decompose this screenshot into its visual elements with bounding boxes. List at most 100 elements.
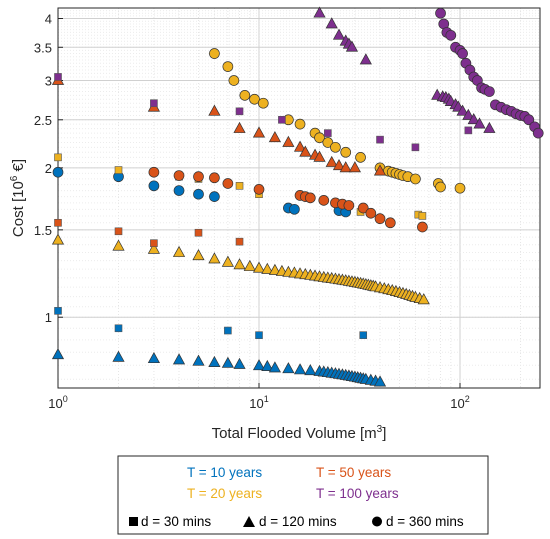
data-point-circle bbox=[357, 202, 369, 214]
data-point-triangle bbox=[208, 104, 221, 116]
data-point-triangle bbox=[192, 249, 205, 261]
data-point-square bbox=[54, 153, 62, 162]
data-point-triangle bbox=[332, 158, 346, 171]
data-point-circle bbox=[294, 118, 306, 130]
data-point-triangle bbox=[208, 252, 221, 264]
data-point-triangle bbox=[462, 108, 475, 120]
data-point-triangle bbox=[348, 161, 362, 173]
data-point-circle bbox=[343, 200, 355, 211]
data-point-triangle bbox=[282, 362, 295, 374]
data-point-triangle bbox=[293, 140, 307, 152]
data-point-triangle bbox=[112, 350, 125, 362]
data-point-square bbox=[278, 115, 286, 124]
data-point-circle bbox=[209, 172, 220, 184]
data-point-triangle bbox=[252, 126, 266, 138]
y-tick-label: 1 bbox=[45, 310, 52, 325]
data-point-triangle bbox=[252, 359, 266, 371]
data-point-circle bbox=[314, 132, 325, 144]
data-point-circle bbox=[193, 171, 204, 183]
data-point-square bbox=[224, 326, 232, 335]
data-point-circle bbox=[148, 180, 160, 192]
data-point-triangle bbox=[233, 258, 246, 270]
data-point-square bbox=[114, 227, 123, 236]
series-triangle bbox=[51, 348, 387, 387]
data-point-triangle bbox=[268, 361, 282, 373]
data-point-circle bbox=[417, 221, 428, 233]
series-circle bbox=[435, 7, 544, 139]
legend-period-100: T = 100 years bbox=[316, 486, 399, 501]
data-point-circle bbox=[435, 181, 446, 193]
data-point-triangle bbox=[325, 155, 338, 167]
legend-duration-360: d = 360 mins bbox=[386, 514, 464, 529]
data-point-triangle bbox=[456, 104, 469, 116]
data-point-square bbox=[255, 331, 263, 339]
legend-period-20: T = 20 years bbox=[187, 486, 262, 501]
data-point-triangle bbox=[233, 121, 246, 133]
data-point-triangle bbox=[373, 375, 387, 387]
data-point-triangle bbox=[299, 145, 312, 157]
series-circle bbox=[52, 166, 352, 218]
data-point-circle bbox=[253, 184, 265, 195]
data-point-triangle bbox=[304, 364, 317, 376]
data-point-circle bbox=[330, 141, 341, 153]
data-point-square bbox=[411, 143, 420, 152]
series-square bbox=[54, 307, 368, 339]
x-tick-label: 101 bbox=[249, 394, 268, 411]
data-point-square bbox=[194, 228, 203, 237]
data-point-triangle bbox=[417, 293, 430, 305]
data-point-triangle bbox=[373, 164, 387, 176]
data-point-circle bbox=[445, 29, 457, 41]
data-point-circle bbox=[209, 191, 220, 202]
data-markers bbox=[51, 6, 544, 387]
series-triangle bbox=[313, 6, 496, 133]
data-point-triangle bbox=[268, 131, 282, 143]
data-point-triangle bbox=[282, 135, 295, 147]
data-point-triangle bbox=[51, 348, 65, 360]
data-point-square bbox=[54, 218, 62, 227]
data-point-triangle bbox=[339, 161, 352, 173]
data-point-square bbox=[359, 331, 368, 339]
data-point-square bbox=[376, 135, 384, 144]
data-point-triangle bbox=[345, 40, 359, 52]
series-triangle bbox=[51, 73, 387, 176]
x-tick-label: 102 bbox=[450, 394, 469, 411]
data-point-triangle bbox=[261, 262, 274, 274]
series-square bbox=[54, 73, 473, 152]
legend-triangle-icon bbox=[243, 516, 255, 527]
data-point-circle bbox=[410, 173, 421, 185]
data-point-circle bbox=[249, 93, 260, 105]
data-point-square bbox=[235, 182, 244, 190]
plot-area bbox=[57, 7, 541, 389]
data-point-circle bbox=[209, 48, 220, 59]
data-point-square bbox=[418, 212, 427, 220]
data-point-triangle bbox=[313, 150, 326, 162]
data-point-triangle bbox=[268, 263, 282, 275]
data-point-triangle bbox=[172, 353, 186, 365]
series-triangle bbox=[51, 233, 430, 305]
data-point-circle bbox=[532, 127, 544, 139]
data-point-triangle bbox=[332, 28, 346, 40]
data-point-triangle bbox=[221, 356, 234, 368]
data-point-triangle bbox=[243, 259, 256, 271]
data-point-triangle bbox=[467, 113, 480, 125]
data-point-triangle bbox=[172, 245, 186, 257]
data-point-triangle bbox=[359, 53, 372, 65]
y-axis-label: Cost [106 €] bbox=[9, 159, 27, 237]
data-point-circle bbox=[228, 75, 240, 86]
data-point-circle bbox=[484, 86, 495, 97]
x-tick-label: 100 bbox=[48, 394, 67, 411]
data-point-circle bbox=[365, 207, 377, 219]
x-axis-label: Total Flooded Volume [m3] bbox=[212, 424, 387, 442]
data-point-circle bbox=[435, 7, 446, 19]
data-point-triangle bbox=[192, 354, 205, 366]
data-point-square bbox=[235, 107, 244, 116]
legend-duration-30: d = 30 mins bbox=[141, 514, 211, 529]
series-circle bbox=[148, 166, 428, 233]
data-point-triangle bbox=[208, 355, 221, 367]
legend-circle-icon bbox=[372, 516, 382, 527]
data-point-circle bbox=[523, 114, 535, 126]
data-point-triangle bbox=[233, 357, 246, 369]
data-point-triangle bbox=[147, 242, 160, 254]
data-point-circle bbox=[289, 203, 300, 215]
